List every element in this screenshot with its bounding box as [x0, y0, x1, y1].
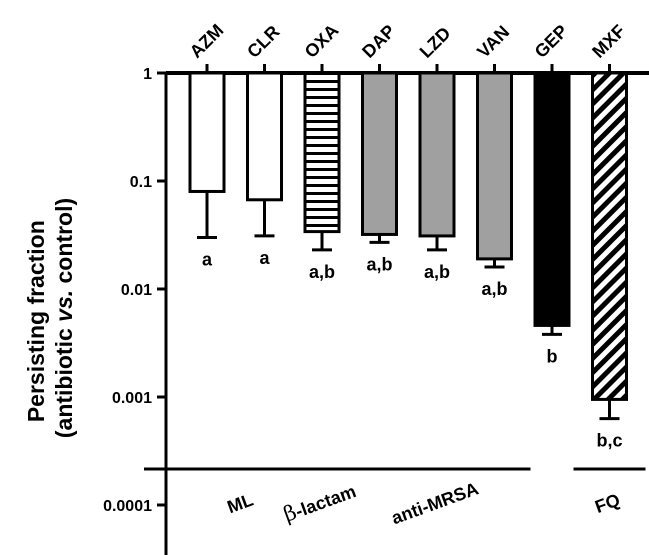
category-label-OXA: OXA [301, 20, 343, 62]
significance-label-DAP: a,b [366, 254, 392, 274]
y-tick-label-2: 0.01 [121, 282, 152, 299]
y-axis-title-italic: vs. [51, 290, 77, 322]
groups: ML β-lactam anti-MRSA FQ [144, 467, 646, 528]
significance-label-VAN: a,b [481, 279, 507, 299]
group-label-2: anti-MRSA [389, 478, 481, 528]
y-tick-label-1: 0.1 [130, 174, 152, 191]
y-axis-title: Persisting fraction (antibiotic vs. cont… [23, 198, 77, 438]
y-axis-title-pre: (antibiotic [51, 322, 77, 438]
bar-CLR [246, 71, 283, 202]
y-tick-label-0: 1 [143, 66, 152, 83]
category-label-DAP: DAP [358, 21, 399, 62]
category-label-CLR: CLR [243, 22, 283, 62]
bar-LZD [418, 71, 456, 238]
y-axis-title-line1: Persisting fraction [23, 220, 49, 422]
category-label-LZD: LZD [416, 23, 455, 62]
category-label-VAN: VAN [473, 22, 513, 62]
bar-VAN [476, 71, 513, 261]
bar-OXA [303, 71, 341, 234]
significance-label-LZD: a,b [424, 262, 450, 282]
significance-label-OXA: a,b [309, 262, 335, 282]
bar-GEP [533, 71, 571, 327]
category-label-AZM: AZM [186, 20, 228, 62]
bars [188, 71, 628, 421]
significance-label-CLR: a [259, 248, 270, 268]
bar-AZM [188, 71, 226, 193]
y-axis-title-post: control) [51, 198, 77, 290]
bar-MXF [591, 71, 628, 401]
group-label-text-1: -lactam [293, 481, 359, 521]
category-label-MXF: MXF [588, 21, 629, 62]
significance-label-AZM: a [202, 249, 213, 269]
significance-label-MXF: b,c [596, 431, 622, 451]
y-tick-label-4: 0.0001 [103, 498, 152, 515]
group-label-1: β-lactam [280, 478, 359, 526]
significance-label-GEP: b [547, 346, 558, 366]
group-label-0: ML [225, 490, 256, 518]
group-label-3: FQ [592, 490, 622, 517]
category-label-GEP: GEP [531, 21, 572, 62]
bar-DAP [361, 71, 398, 236]
y-tick-label-3: 0.001 [112, 390, 152, 407]
